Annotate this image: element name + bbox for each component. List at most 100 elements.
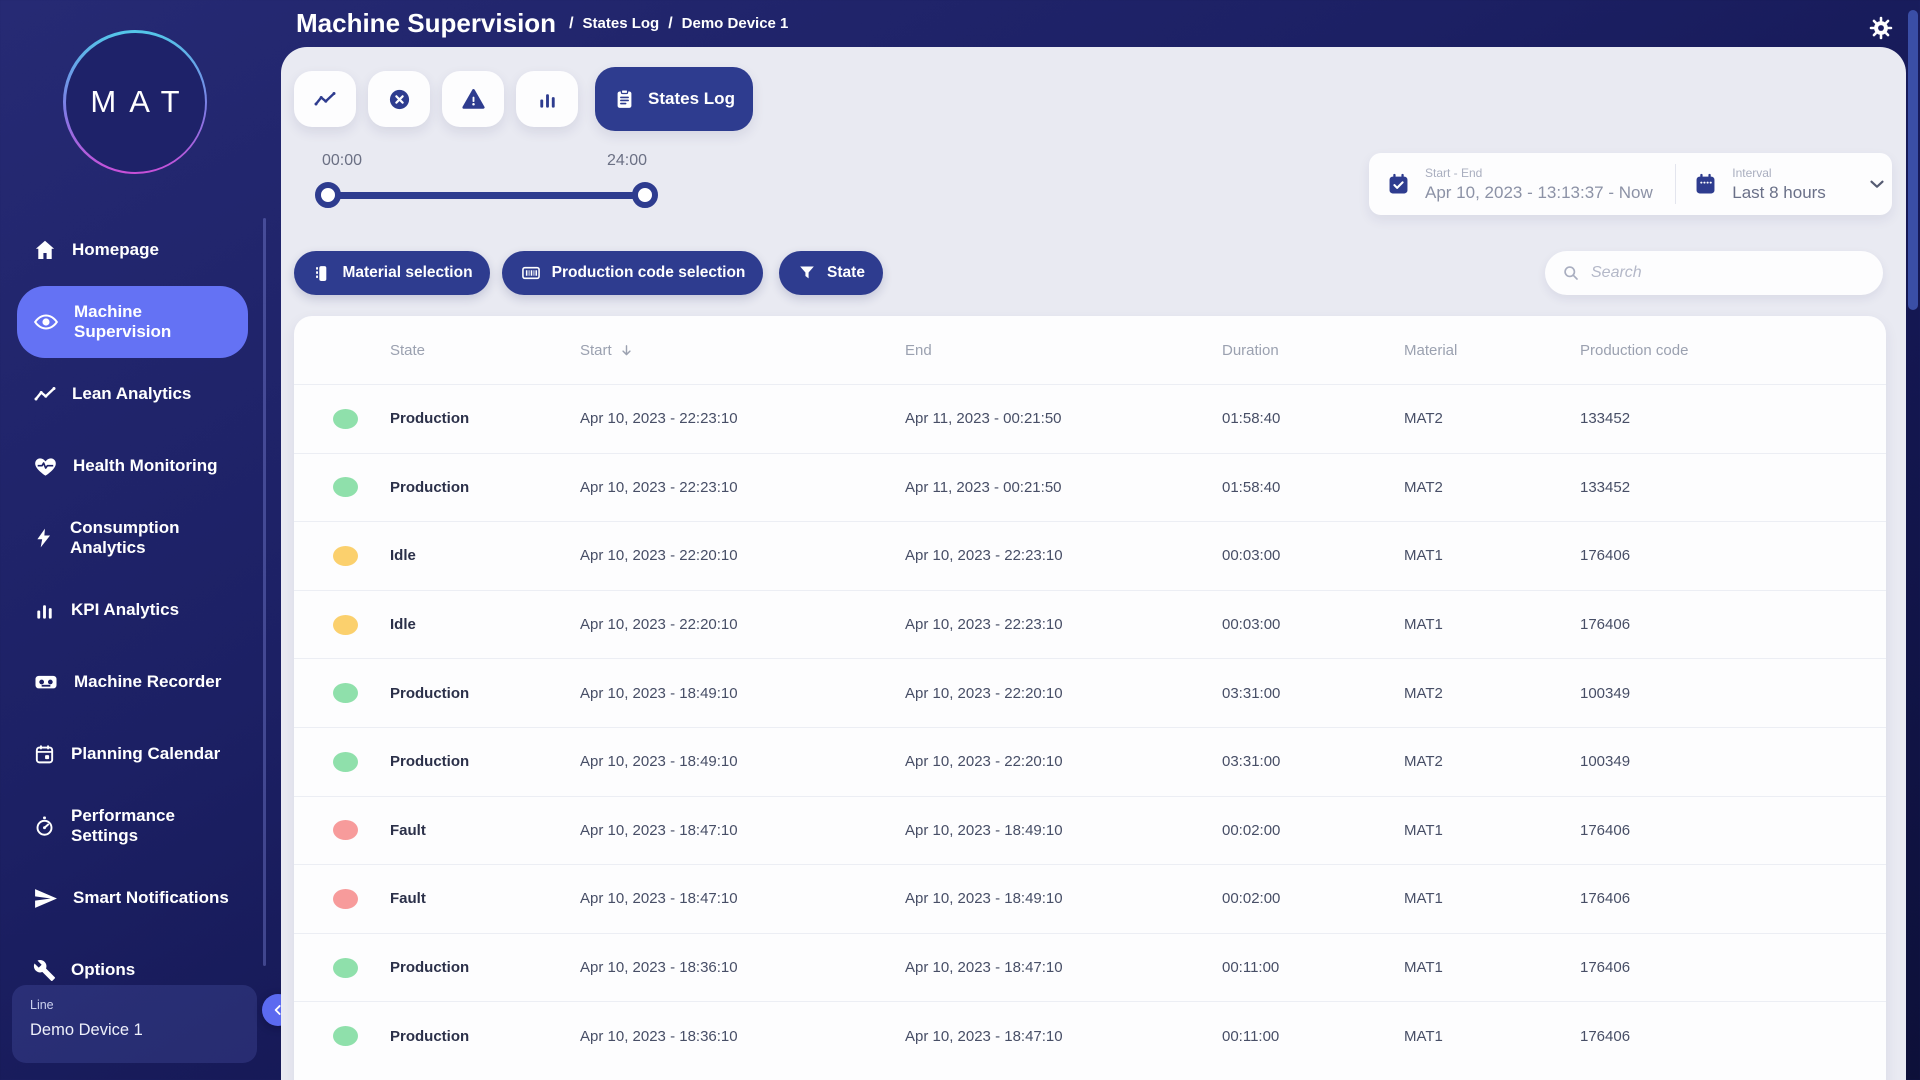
status-dot-green: [333, 683, 358, 703]
table-row[interactable]: IdleApr 10, 2023 - 22:20:10Apr 10, 2023 …: [294, 521, 1886, 590]
start-cell: Apr 10, 2023 - 22:23:10: [580, 410, 905, 427]
sidebar-item-label: Planning Calendar: [71, 744, 220, 764]
sidebar-item-planning-calendar[interactable]: Planning Calendar: [17, 718, 248, 790]
production-code-cell: 176406: [1580, 822, 1886, 839]
tab-analytics[interactable]: [516, 71, 578, 127]
app-logo: MAT: [63, 30, 207, 174]
column-header-label: Production code: [1580, 342, 1688, 359]
sidebar-item-homepage[interactable]: Homepage: [17, 214, 248, 286]
sidebar-item-health-monitoring[interactable]: Health Monitoring: [17, 430, 248, 502]
tab-stops[interactable]: [368, 71, 430, 127]
table-row[interactable]: ProductionApr 10, 2023 - 18:49:10Apr 10,…: [294, 727, 1886, 796]
sidebar-item-label: Homepage: [72, 240, 159, 260]
duration-cell: 00:03:00: [1222, 616, 1404, 633]
search-input[interactable]: [1591, 264, 1867, 282]
column-header-material[interactable]: Material: [1404, 342, 1580, 359]
calendar-check-icon: [1386, 172, 1411, 197]
chevron-down-icon[interactable]: [1866, 173, 1888, 195]
warning-icon: [461, 87, 486, 112]
start-end-picker[interactable]: Start - End Apr 10, 2023 - 13:13:37 - No…: [1369, 166, 1653, 203]
column-header-label: End: [905, 342, 932, 359]
table-row[interactable]: ProductionApr 10, 2023 - 22:23:10Apr 11,…: [294, 453, 1886, 522]
slider-end-label: 24:00: [607, 152, 647, 170]
end-cell: Apr 10, 2023 - 22:20:10: [905, 685, 1222, 702]
duration-cell: 00:03:00: [1222, 547, 1404, 564]
bar-chart-icon: [536, 88, 559, 111]
material-selection-button[interactable]: Material selection: [294, 251, 490, 295]
table-header-row: State Start End DurationMaterialProduction …: [294, 316, 1886, 384]
sidebar-item-performance-settings[interactable]: Performance Settings: [17, 790, 248, 862]
time-slider[interactable]: [328, 192, 645, 199]
column-header-label: Start: [580, 342, 612, 359]
settings-button[interactable]: [1867, 14, 1895, 42]
material-cell: MAT2: [1404, 410, 1580, 427]
table-row[interactable]: ProductionApr 10, 2023 - 18:36:10Apr 10,…: [294, 933, 1886, 1002]
production-code-cell: 176406: [1580, 547, 1886, 564]
state-cell: Fault: [390, 822, 580, 839]
table-row[interactable]: ProductionApr 10, 2023 - 18:49:10Apr 10,…: [294, 658, 1886, 727]
table-row[interactable]: IdleApr 10, 2023 - 22:20:10Apr 10, 2023 …: [294, 590, 1886, 659]
sidebar-item-smart-notifications[interactable]: Smart Notifications: [17, 862, 248, 934]
slider-start-label: 00:00: [322, 152, 362, 170]
start-end-value: Apr 10, 2023 - 13:13:37 - Now: [1425, 183, 1653, 203]
state-cell: Idle: [390, 616, 580, 633]
status-dot-yellow: [333, 615, 358, 635]
material-cell: MAT1: [1404, 616, 1580, 633]
column-header-end[interactable]: End: [905, 342, 1222, 359]
tab-alarms[interactable]: [442, 71, 504, 127]
column-header-production-code[interactable]: Production code: [1580, 342, 1886, 359]
sidebar-item-kpi-analytics[interactable]: KPI Analytics: [17, 574, 248, 646]
breadcrumb-item-demo-device-1[interactable]: Demo Device 1: [682, 15, 789, 32]
production-code-cell: 176406: [1580, 1028, 1886, 1045]
states-table: State Start End DurationMaterialProduction …: [294, 316, 1886, 1080]
slider-handle-end[interactable]: [632, 182, 658, 208]
bar-chart-icon: [33, 599, 56, 622]
logo-text: MAT: [77, 84, 192, 120]
end-cell: Apr 10, 2023 - 18:49:10: [905, 822, 1222, 839]
sidebar-item-consumption-analytics[interactable]: Consumption Analytics: [17, 502, 248, 574]
production-code-cell: 176406: [1580, 959, 1886, 976]
end-cell: Apr 11, 2023 - 00:21:50: [905, 410, 1222, 427]
breadcrumb-separator: /: [668, 15, 672, 33]
state-cell: Fault: [390, 890, 580, 907]
column-header-label: State: [390, 342, 425, 359]
calendar-icon: [1693, 172, 1718, 197]
table-row[interactable]: ProductionApr 10, 2023 - 22:23:10Apr 11,…: [294, 384, 1886, 453]
recorder-icon: [33, 669, 59, 695]
table-row[interactable]: ProductionApr 10, 2023 - 18:36:10Apr 10,…: [294, 1001, 1886, 1070]
sidebar-scroll-indicator: [263, 218, 266, 966]
tab-states-log[interactable]: States Log: [595, 67, 753, 131]
end-cell: Apr 10, 2023 - 18:47:10: [905, 1028, 1222, 1045]
column-header-duration[interactable]: Duration: [1222, 342, 1404, 359]
production-code-cell: 133452: [1580, 410, 1886, 427]
heart-icon: [33, 454, 58, 479]
table-row[interactable]: FaultApr 10, 2023 - 18:47:10Apr 10, 2023…: [294, 796, 1886, 865]
column-header-state[interactable]: State: [390, 342, 580, 359]
material-cell: MAT1: [1404, 890, 1580, 907]
end-cell: Apr 11, 2023 - 00:21:50: [905, 479, 1222, 496]
table-row[interactable]: FaultApr 10, 2023 - 18:47:10Apr 10, 2023…: [294, 864, 1886, 933]
material-cell: MAT2: [1404, 479, 1580, 496]
material-cell: MAT1: [1404, 822, 1580, 839]
barcode-icon: [520, 262, 542, 284]
trend-icon: [313, 87, 337, 111]
search-icon: [1561, 263, 1581, 283]
column-header-start[interactable]: Start: [580, 342, 905, 359]
production-code-selection-button[interactable]: Production code selection: [502, 251, 763, 295]
state-filter-button[interactable]: State: [779, 251, 883, 295]
device-card[interactable]: Line Demo Device 1: [12, 985, 257, 1063]
sidebar-item-lean-analytics[interactable]: Lean Analytics: [17, 358, 248, 430]
breadcrumb-item-states-log[interactable]: States Log: [583, 15, 660, 32]
tab-trends[interactable]: [294, 71, 356, 127]
state-cell: Production: [390, 479, 580, 496]
duration-cell: 01:58:40: [1222, 479, 1404, 496]
state-dot-cell: [294, 409, 390, 429]
sidebar-item-machine-recorder[interactable]: Machine Recorder: [17, 646, 248, 718]
page-title: Machine Supervision: [296, 8, 556, 39]
material-cell: MAT1: [1404, 547, 1580, 564]
page-scrollbar[interactable]: [1908, 10, 1918, 310]
state-cell: Production: [390, 685, 580, 702]
interval-picker[interactable]: Interval Last 8 hours: [1676, 166, 1888, 203]
sidebar-item-machine-supervision[interactable]: Machine Supervision: [17, 286, 248, 358]
slider-handle-start[interactable]: [315, 182, 341, 208]
